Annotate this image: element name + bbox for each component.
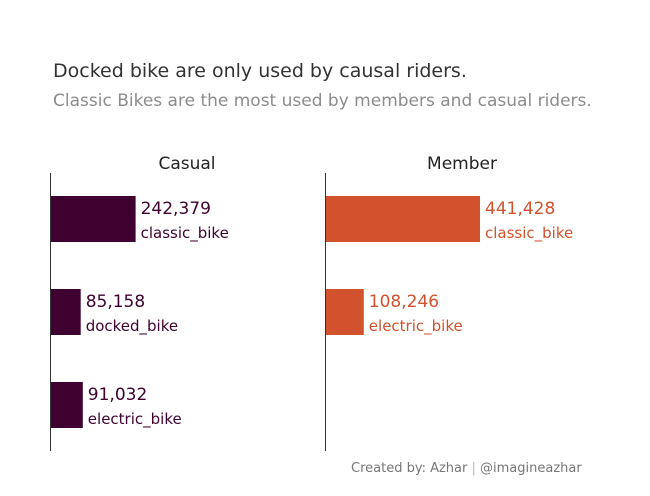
- value-label-casual-electric-bike: 91,032: [88, 385, 147, 405]
- value-label-casual-classic-bike: 242,379: [141, 199, 211, 219]
- category-label-casual-docked-bike: docked_bike: [86, 317, 178, 336]
- credit-line: Created by: Azhar | @imagineazhar: [351, 459, 582, 479]
- value-label-member-electric-bike: 108,246: [369, 292, 439, 312]
- bar-casual-classic-bike: [51, 196, 136, 242]
- credit-handle: @imagineazhar: [480, 461, 582, 476]
- bar-casual-electric-bike: [51, 382, 83, 428]
- chart-title: Docked bike are only used by causal ride…: [53, 60, 467, 82]
- bar-member-electric-bike: [326, 289, 364, 335]
- credit-author: Created by: Azhar: [351, 461, 468, 476]
- panel-header-member: Member: [427, 154, 497, 174]
- category-label-casual-electric-bike: electric_bike: [88, 410, 182, 429]
- chart-subtitle: Classic Bikes are the most used by membe…: [53, 91, 592, 111]
- panel-header-casual: Casual: [158, 154, 216, 174]
- bar-casual-docked-bike: [51, 289, 81, 335]
- category-label-casual-classic-bike: classic_bike: [141, 224, 229, 243]
- category-label-member-electric-bike: electric_bike: [369, 317, 463, 336]
- credit-separator: |: [471, 461, 476, 476]
- bar-member-classic-bike: [326, 196, 480, 242]
- value-label-casual-docked-bike: 85,158: [86, 292, 145, 312]
- value-label-member-classic-bike: 441,428: [485, 199, 555, 219]
- category-label-member-classic-bike: classic_bike: [485, 224, 573, 243]
